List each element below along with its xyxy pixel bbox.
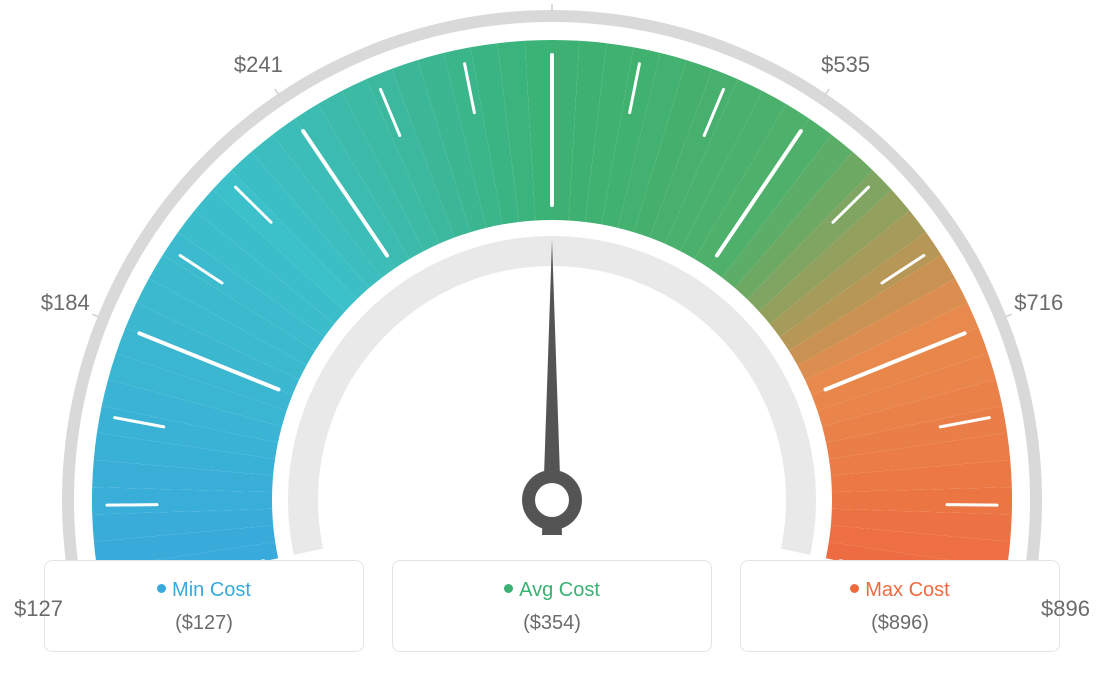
gauge-container: $127$184$241$354$535$716$896	[0, 0, 1104, 560]
gauge-chart	[0, 0, 1104, 560]
legend-label-avg: Avg Cost	[519, 579, 600, 601]
legend-label-max: Max Cost	[865, 579, 949, 601]
legend-card-avg: Avg Cost ($354)	[392, 560, 712, 652]
legend-value-min: ($127)	[55, 612, 353, 635]
dot-icon	[504, 584, 513, 593]
legend-row: Min Cost ($127) Avg Cost ($354) Max Cost…	[0, 560, 1104, 672]
legend-value-max: ($896)	[751, 612, 1049, 635]
gauge-tick-label: $716	[1014, 290, 1063, 316]
legend-card-min: Min Cost ($127)	[44, 560, 364, 652]
dot-icon	[157, 584, 166, 593]
legend-value-avg: ($354)	[403, 612, 701, 635]
gauge-tick-label: $184	[41, 290, 90, 316]
legend-title-avg: Avg Cost	[403, 579, 701, 602]
gauge-tick-label: $896	[1041, 596, 1090, 622]
legend-label-min: Min Cost	[172, 579, 251, 601]
dot-icon	[850, 584, 859, 593]
gauge-tick-label: $535	[821, 52, 870, 78]
legend-title-max: Max Cost	[751, 579, 1049, 602]
legend-title-min: Min Cost	[55, 579, 353, 602]
legend-card-max: Max Cost ($896)	[740, 560, 1060, 652]
gauge-tick-label: $241	[234, 52, 283, 78]
gauge-tick-label: $127	[14, 596, 63, 622]
